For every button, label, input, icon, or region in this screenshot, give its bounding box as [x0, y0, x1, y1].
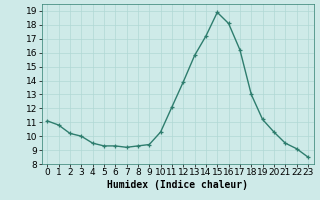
- X-axis label: Humidex (Indice chaleur): Humidex (Indice chaleur): [107, 180, 248, 190]
